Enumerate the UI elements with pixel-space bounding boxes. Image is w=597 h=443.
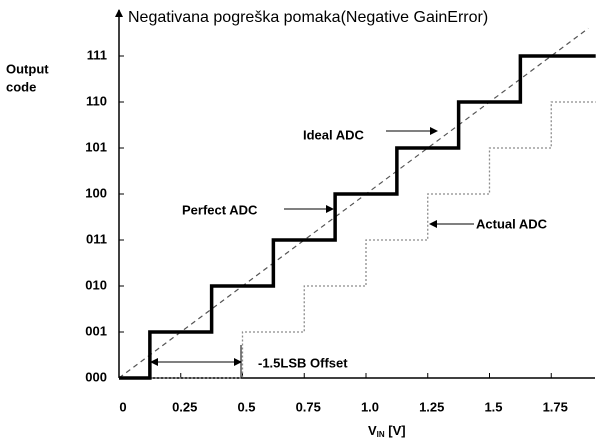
x-tick-label: 0.75 xyxy=(296,399,321,414)
x-axis-label: VIN [V] xyxy=(368,423,406,439)
chart-title: Negativana pogreška pomaka(Negative Gain… xyxy=(128,9,488,26)
x-tick-label: 0.5 xyxy=(237,399,255,414)
y-axis-label: Output xyxy=(6,61,49,76)
series-annotation: Ideal ADC xyxy=(303,127,365,142)
series-line xyxy=(118,27,589,379)
series-line xyxy=(119,54,596,380)
x-tick-label: 1.75 xyxy=(543,399,568,414)
x-label-unit: [V] xyxy=(385,423,406,438)
x-label-sub: IN xyxy=(377,430,385,439)
y-axis-label: code xyxy=(6,79,36,94)
x-label-main: V xyxy=(368,423,377,438)
y-tick-label: 111 xyxy=(87,47,107,62)
series-annotation: Perfect ADC xyxy=(182,202,258,217)
x-tick-label: 1.25 xyxy=(419,399,444,414)
y-tick-label: 110 xyxy=(86,93,107,108)
x-tick-label: 0 xyxy=(119,399,126,414)
series-line xyxy=(119,101,596,379)
x-tick-label: 0.25 xyxy=(172,399,197,414)
series-annotation: Actual ADC xyxy=(476,216,548,231)
offset-label: -1.5LSB Offset xyxy=(258,355,348,370)
y-tick-label: 101 xyxy=(85,139,107,154)
y-tick-label: 100 xyxy=(85,185,107,200)
x-tick-label: 1.0 xyxy=(361,399,379,414)
y-tick-label: 010 xyxy=(85,277,107,292)
y-tick-label: 011 xyxy=(86,231,107,246)
y-tick-label: 001 xyxy=(85,323,107,338)
y-tick-label: 000 xyxy=(85,369,107,384)
x-tick-label: 1.5 xyxy=(484,399,502,414)
